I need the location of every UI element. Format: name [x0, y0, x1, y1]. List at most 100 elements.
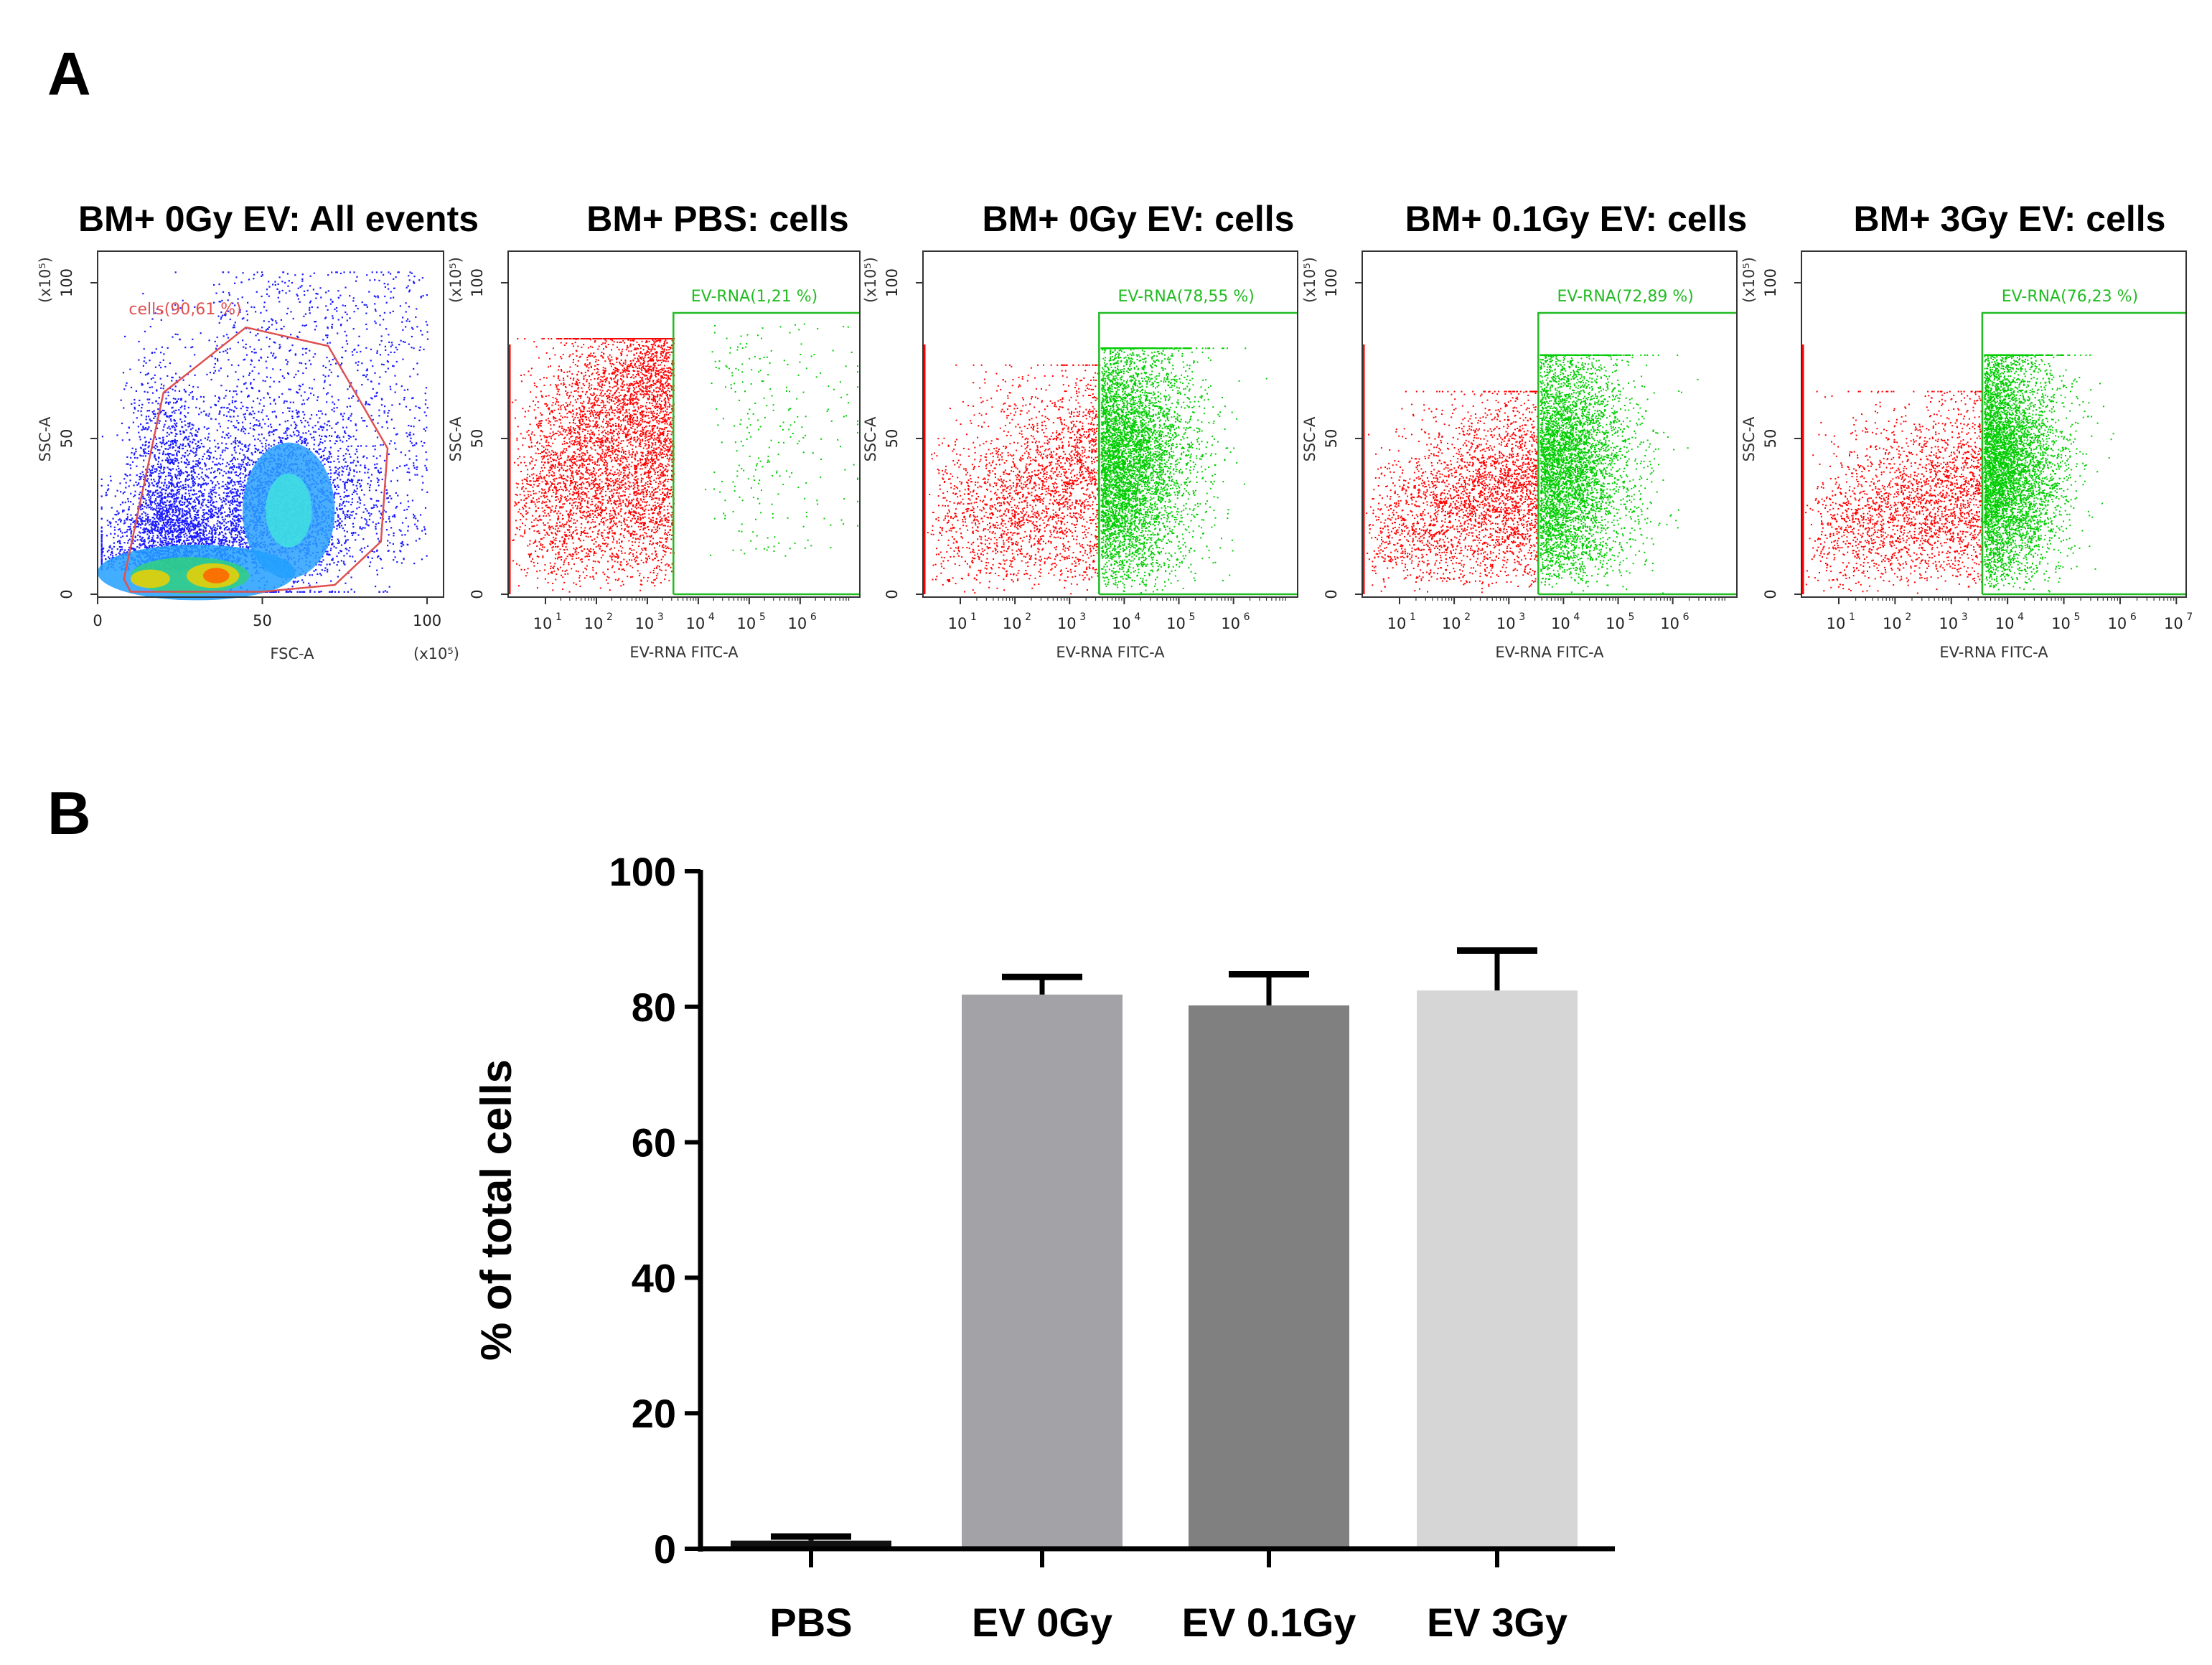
y-axis-exponent: (x10⁵): [1301, 257, 1318, 303]
x-tick-label: 10: [948, 615, 967, 632]
x-tick-exponent: 6: [810, 611, 817, 623]
x-tick-exponent: 2: [1905, 611, 1911, 623]
x-tick-label: EV 3Gy: [1427, 1600, 1567, 1645]
x-axis-label: EV-RNA FITC-A: [1495, 644, 1604, 661]
event-cloud: [98, 271, 428, 600]
flow-plot-title: BM+ 0Gy EV: All events: [78, 199, 479, 239]
x-tick-label: 0: [93, 612, 102, 629]
x-tick-exponent: 5: [1189, 611, 1196, 623]
y-tick-label: 0: [654, 1526, 676, 1572]
flow-plot-title: BM+ 0Gy EV: cells: [983, 199, 1295, 239]
flow-plot-title: BM+ 0.1Gy EV: cells: [1405, 199, 1748, 239]
density-spot: [266, 474, 311, 548]
x-tick-label: 10: [1660, 615, 1679, 632]
event-cloud: [927, 347, 1267, 594]
x-tick-exponent: 5: [759, 611, 766, 623]
y-axis-title: % of total cells: [472, 1059, 520, 1361]
x-tick-label: 10: [635, 615, 655, 632]
y-axis-exponent: (x10⁵): [1740, 257, 1758, 303]
y-tick-label: 100: [469, 268, 486, 297]
x-tick-label: 10: [1387, 615, 1407, 632]
bar-ev-0-1gy: [1189, 1005, 1349, 1549]
flow-plot-title: BM+ 3Gy EV: cells: [1854, 199, 2166, 239]
gate-label: EV-RNA(72,89 %): [1557, 288, 1693, 306]
x-axis-label: EV-RNA FITC-A: [1056, 644, 1165, 661]
x-tick-label: 10: [787, 615, 807, 632]
x-tick-label: PBS: [769, 1600, 852, 1645]
x-tick-label: 10: [1606, 615, 1625, 632]
x-tick-label: 10: [1442, 615, 1461, 632]
x-axis-exponent: (x10⁵): [413, 645, 459, 662]
gate-label: EV-RNA(1,21 %): [691, 288, 817, 306]
bar-ev-0gy: [962, 995, 1123, 1549]
y-tick-label: 0: [884, 589, 901, 599]
y-tick-label: 60: [632, 1120, 676, 1166]
y-tick-label: 20: [632, 1391, 676, 1436]
gate-label: EV-RNA(78,55 %): [1117, 288, 1254, 306]
y-axis-label: SSC-A: [1740, 416, 1758, 461]
x-tick-label: 10: [1883, 615, 1902, 632]
x-axis-label: EV-RNA FITC-A: [1939, 644, 2048, 661]
y-tick-label: 0: [1762, 589, 1779, 599]
x-tick-exponent: 4: [1573, 611, 1580, 623]
y-axis-label: SSC-A: [447, 416, 464, 461]
y-tick-label: 100: [609, 849, 676, 894]
y-tick-label: 100: [1762, 268, 1779, 297]
density-spot: [131, 569, 170, 588]
x-tick-label: 10: [584, 615, 604, 632]
x-tick-exponent: 4: [2017, 611, 2024, 623]
y-axis-exponent: (x10⁵): [862, 257, 879, 303]
y-axis-label: SSC-A: [1301, 416, 1318, 461]
x-tick-label: 10: [2164, 615, 2183, 632]
y-axis-label: SSC-A: [862, 416, 879, 461]
x-tick-exponent: 1: [1410, 611, 1416, 623]
flow-plot-5: BM+ 3Gy EV: cells EV-RNA(76,23 %) 0 50 100 SS…: [1740, 199, 2193, 661]
figure: A B BM+ 0Gy EV: All eventscells(90,61 %)…: [0, 0, 2212, 1665]
x-tick-exponent: 6: [1683, 611, 1690, 623]
x-tick-exponent: 1: [1849, 611, 1855, 623]
y-tick-label: 50: [1323, 429, 1340, 449]
panel-b-letter: B: [47, 779, 91, 847]
x-tick-exponent: 6: [1244, 611, 1250, 623]
x-tick-exponent: 7: [2186, 611, 2193, 623]
y-tick-label: 50: [884, 429, 901, 449]
y-axis-label: SSC-A: [37, 416, 54, 461]
x-tick-label: 10: [686, 615, 706, 632]
x-axis-label: EV-RNA FITC-A: [629, 644, 739, 661]
x-tick-exponent: 2: [606, 611, 613, 623]
x-tick-exponent: 5: [1628, 611, 1635, 623]
x-tick-exponent: 3: [657, 611, 664, 623]
y-tick-label: 100: [58, 268, 75, 297]
x-tick-exponent: 3: [1962, 611, 1968, 623]
x-tick-exponent: 1: [556, 611, 562, 623]
x-tick-label: EV 0Gy: [972, 1600, 1112, 1645]
event-cloud: [1805, 355, 2114, 594]
event-cloud: [1366, 355, 1698, 594]
x-tick-exponent: 3: [1519, 611, 1525, 623]
x-tick-label: 10: [1939, 615, 1958, 632]
gate-label: EV-RNA(76,23 %): [2002, 288, 2138, 306]
y-tick-label: 100: [1323, 268, 1340, 297]
x-tick-exponent: 4: [1134, 611, 1140, 623]
y-axis-exponent: (x10⁵): [37, 257, 54, 303]
x-tick-label: 10: [1551, 615, 1570, 632]
x-tick-label: 10: [533, 615, 553, 632]
bar-ev-3gy: [1417, 990, 1578, 1549]
x-tick-exponent: 1: [970, 611, 977, 623]
x-tick-label: 100: [413, 612, 441, 629]
x-tick-label: 10: [1057, 615, 1077, 632]
x-tick-label: 10: [1995, 615, 2015, 632]
x-tick-exponent: 5: [2074, 611, 2081, 623]
y-tick-label: 50: [469, 429, 486, 449]
x-tick-label: 10: [1003, 615, 1022, 632]
x-tick-exponent: 6: [2130, 611, 2137, 623]
y-tick-label: 80: [632, 985, 676, 1030]
y-tick-label: 50: [1762, 429, 1779, 449]
y-tick-label: 50: [58, 429, 75, 449]
y-axis-exponent: (x10⁵): [447, 257, 464, 303]
x-tick-exponent: 4: [708, 611, 715, 623]
